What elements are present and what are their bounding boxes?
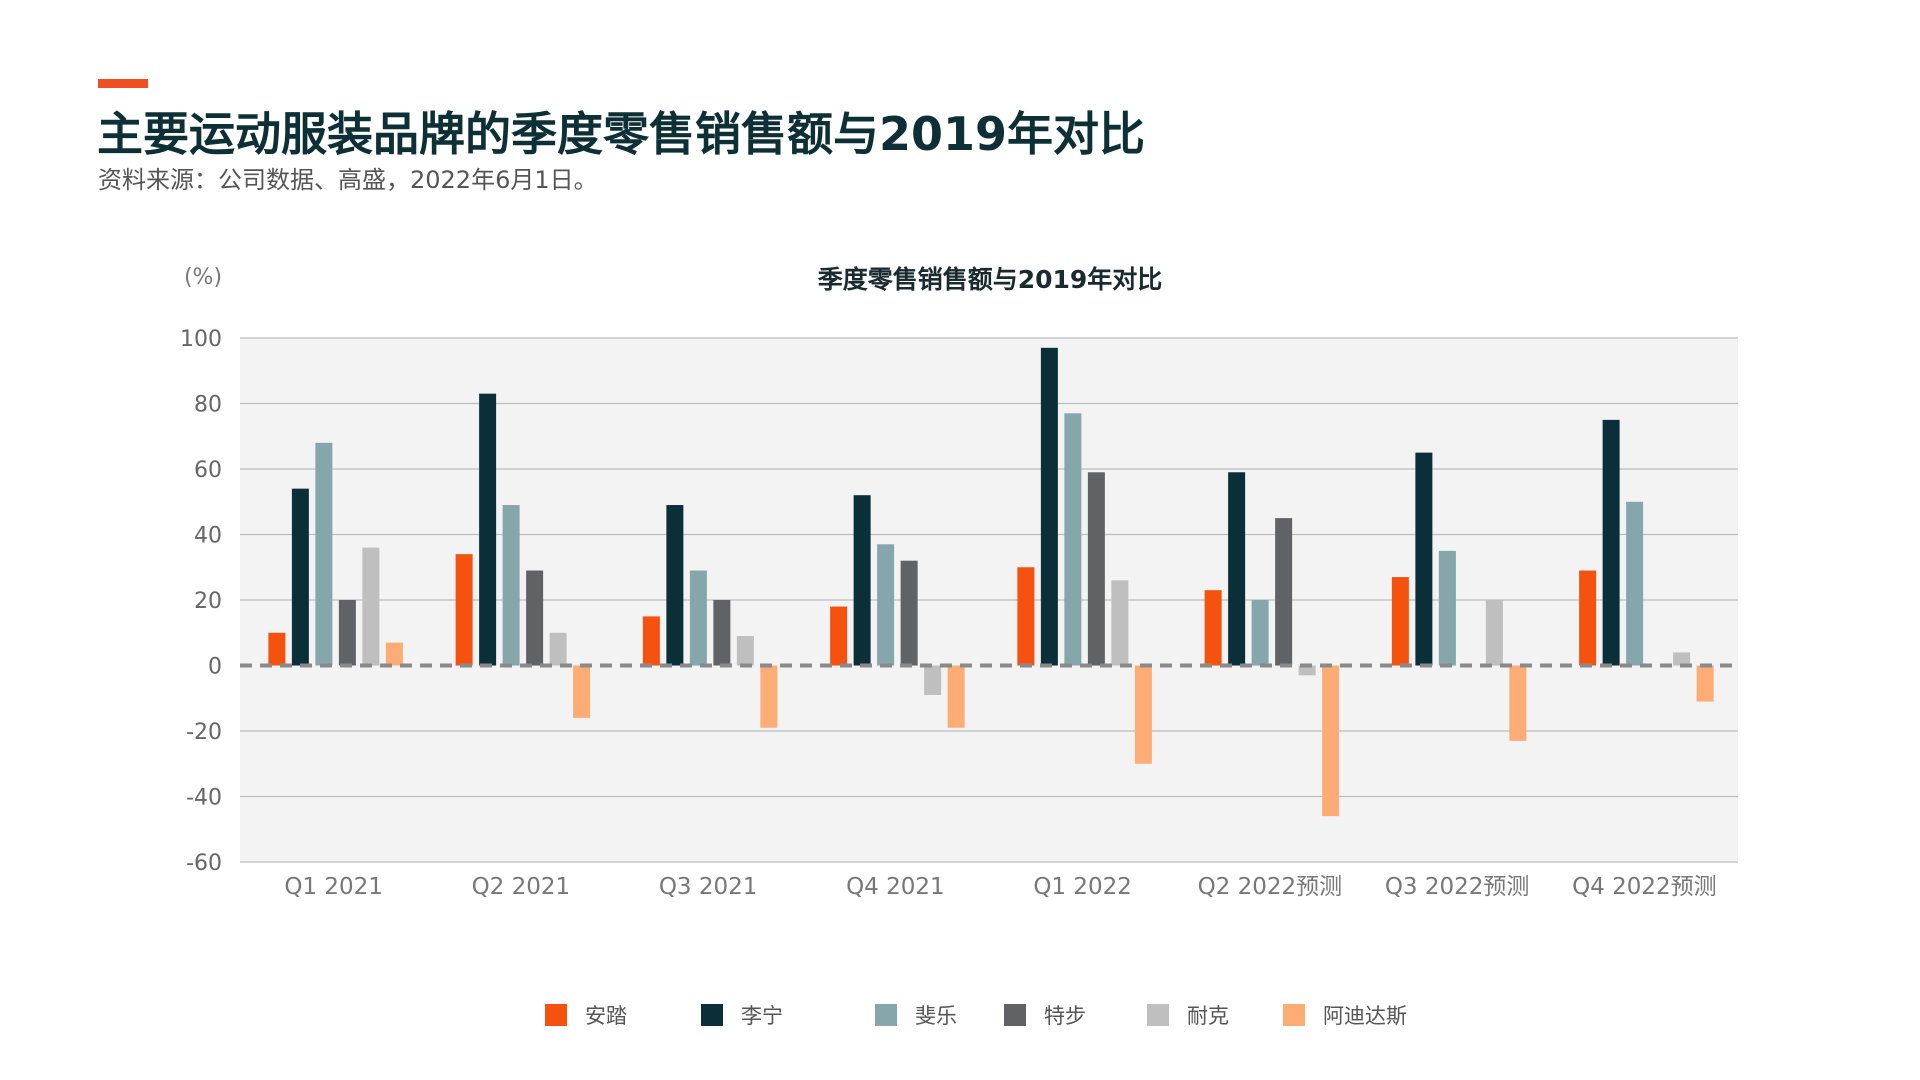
- legend: 安踏 李宁 斐乐 特步 耐克 阿迪达斯: [545, 1004, 1407, 1028]
- bar: [479, 393, 497, 666]
- bar: [1087, 472, 1105, 666]
- y-unit-label: (%): [184, 265, 222, 290]
- bar: [947, 665, 965, 728]
- y-tick-label: 60: [194, 458, 222, 483]
- legend-item: 李宁: [701, 1004, 783, 1028]
- y-tick-label: -40: [186, 786, 222, 811]
- bar: [1040, 347, 1058, 666]
- bar: [900, 560, 918, 666]
- page-title: 主要运动服装品牌的季度零售销售额与2019年对比: [97, 107, 1146, 161]
- bar: [385, 642, 403, 666]
- bar: [1579, 570, 1597, 666]
- bar: [573, 665, 591, 718]
- bar: [1485, 600, 1503, 666]
- bar: [1696, 665, 1714, 702]
- legend-label: 耐克: [1187, 1004, 1229, 1028]
- bars: [268, 347, 1714, 817]
- bar: [1391, 577, 1409, 666]
- bar: [713, 600, 731, 666]
- bar: [502, 505, 520, 666]
- bar: [1017, 567, 1035, 666]
- y-tick-label: 80: [194, 393, 222, 418]
- chart-title: 季度零售销售额与2019年对比: [818, 265, 1163, 294]
- legend-item: 特步: [1004, 1004, 1086, 1028]
- bar: [291, 488, 309, 666]
- bar: [1322, 665, 1340, 817]
- legend-item: 斐乐: [875, 1004, 957, 1028]
- bar: [1134, 665, 1152, 764]
- legend-item: 安踏: [545, 1004, 627, 1028]
- x-category-label: Q2 2021: [472, 874, 571, 900]
- bar: [1298, 665, 1316, 676]
- title-accent-bar: [98, 79, 148, 88]
- x-category-label: Q4 2022预测: [1572, 874, 1717, 900]
- y-tick-label: 20: [194, 589, 222, 614]
- y-tick-label: -20: [186, 720, 222, 745]
- y-tick-label: 40: [194, 524, 222, 549]
- x-category-label: Q1 2022: [1033, 874, 1132, 900]
- bar: [1438, 550, 1456, 666]
- bar: [853, 495, 871, 666]
- bar: [549, 632, 567, 666]
- legend-label: 安踏: [585, 1004, 627, 1028]
- bar: [338, 600, 356, 666]
- bar: [877, 544, 895, 666]
- bar: [1204, 590, 1222, 666]
- x-category-label: Q4 2021: [846, 874, 945, 900]
- legend-label: 李宁: [741, 1004, 783, 1028]
- y-axis-ticks: 100 80 60 40 20 0 -20 -40 -60: [180, 327, 222, 876]
- legend-label: 斐乐: [915, 1004, 957, 1028]
- bar: [1275, 518, 1293, 666]
- legend-swatch: [875, 1004, 897, 1026]
- legend-item: 耐克: [1147, 1004, 1229, 1028]
- source-note: 资料来源：公司数据、高盛，2022年6月1日。: [98, 166, 598, 194]
- x-category-label: Q1 2021: [284, 874, 383, 900]
- y-tick-label: 0: [208, 655, 222, 680]
- legend-swatch: [1004, 1004, 1026, 1026]
- legend-item: 阿迪达斯: [1283, 1004, 1407, 1028]
- bar: [689, 570, 707, 666]
- bar: [1064, 413, 1082, 666]
- bar: [830, 606, 848, 666]
- y-tick-label: -60: [186, 851, 222, 876]
- bar: [268, 632, 286, 666]
- legend-swatch: [1147, 1004, 1169, 1026]
- bar: [924, 665, 942, 695]
- bar: [315, 442, 333, 666]
- y-tick-label: 100: [180, 327, 222, 352]
- legend-swatch: [1283, 1004, 1305, 1026]
- bar: [1111, 580, 1129, 666]
- bar: [1602, 419, 1620, 666]
- x-category-label: Q3 2022预测: [1385, 874, 1530, 900]
- bar: [455, 554, 473, 666]
- legend-swatch: [701, 1004, 723, 1026]
- bar: [526, 570, 544, 666]
- bar: [1415, 452, 1433, 666]
- bar: [1509, 665, 1527, 741]
- bar: [760, 665, 778, 728]
- legend-swatch: [545, 1004, 567, 1026]
- bar: [1673, 652, 1691, 666]
- x-category-label: Q2 2022预测: [1198, 874, 1343, 900]
- x-axis-labels: Q1 2021 Q2 2021 Q3 2021 Q4 2021 Q1 2022 Q2 20…: [284, 874, 1716, 900]
- bar: [362, 547, 380, 666]
- legend-label: 特步: [1044, 1004, 1086, 1028]
- bar: [666, 505, 684, 666]
- bar: [1251, 600, 1269, 666]
- bar: [1626, 501, 1644, 666]
- x-category-label: Q3 2021: [659, 874, 758, 900]
- bar: [642, 616, 660, 666]
- bar: [1228, 472, 1246, 666]
- bar: [736, 636, 754, 666]
- legend-label: 阿迪达斯: [1323, 1004, 1407, 1028]
